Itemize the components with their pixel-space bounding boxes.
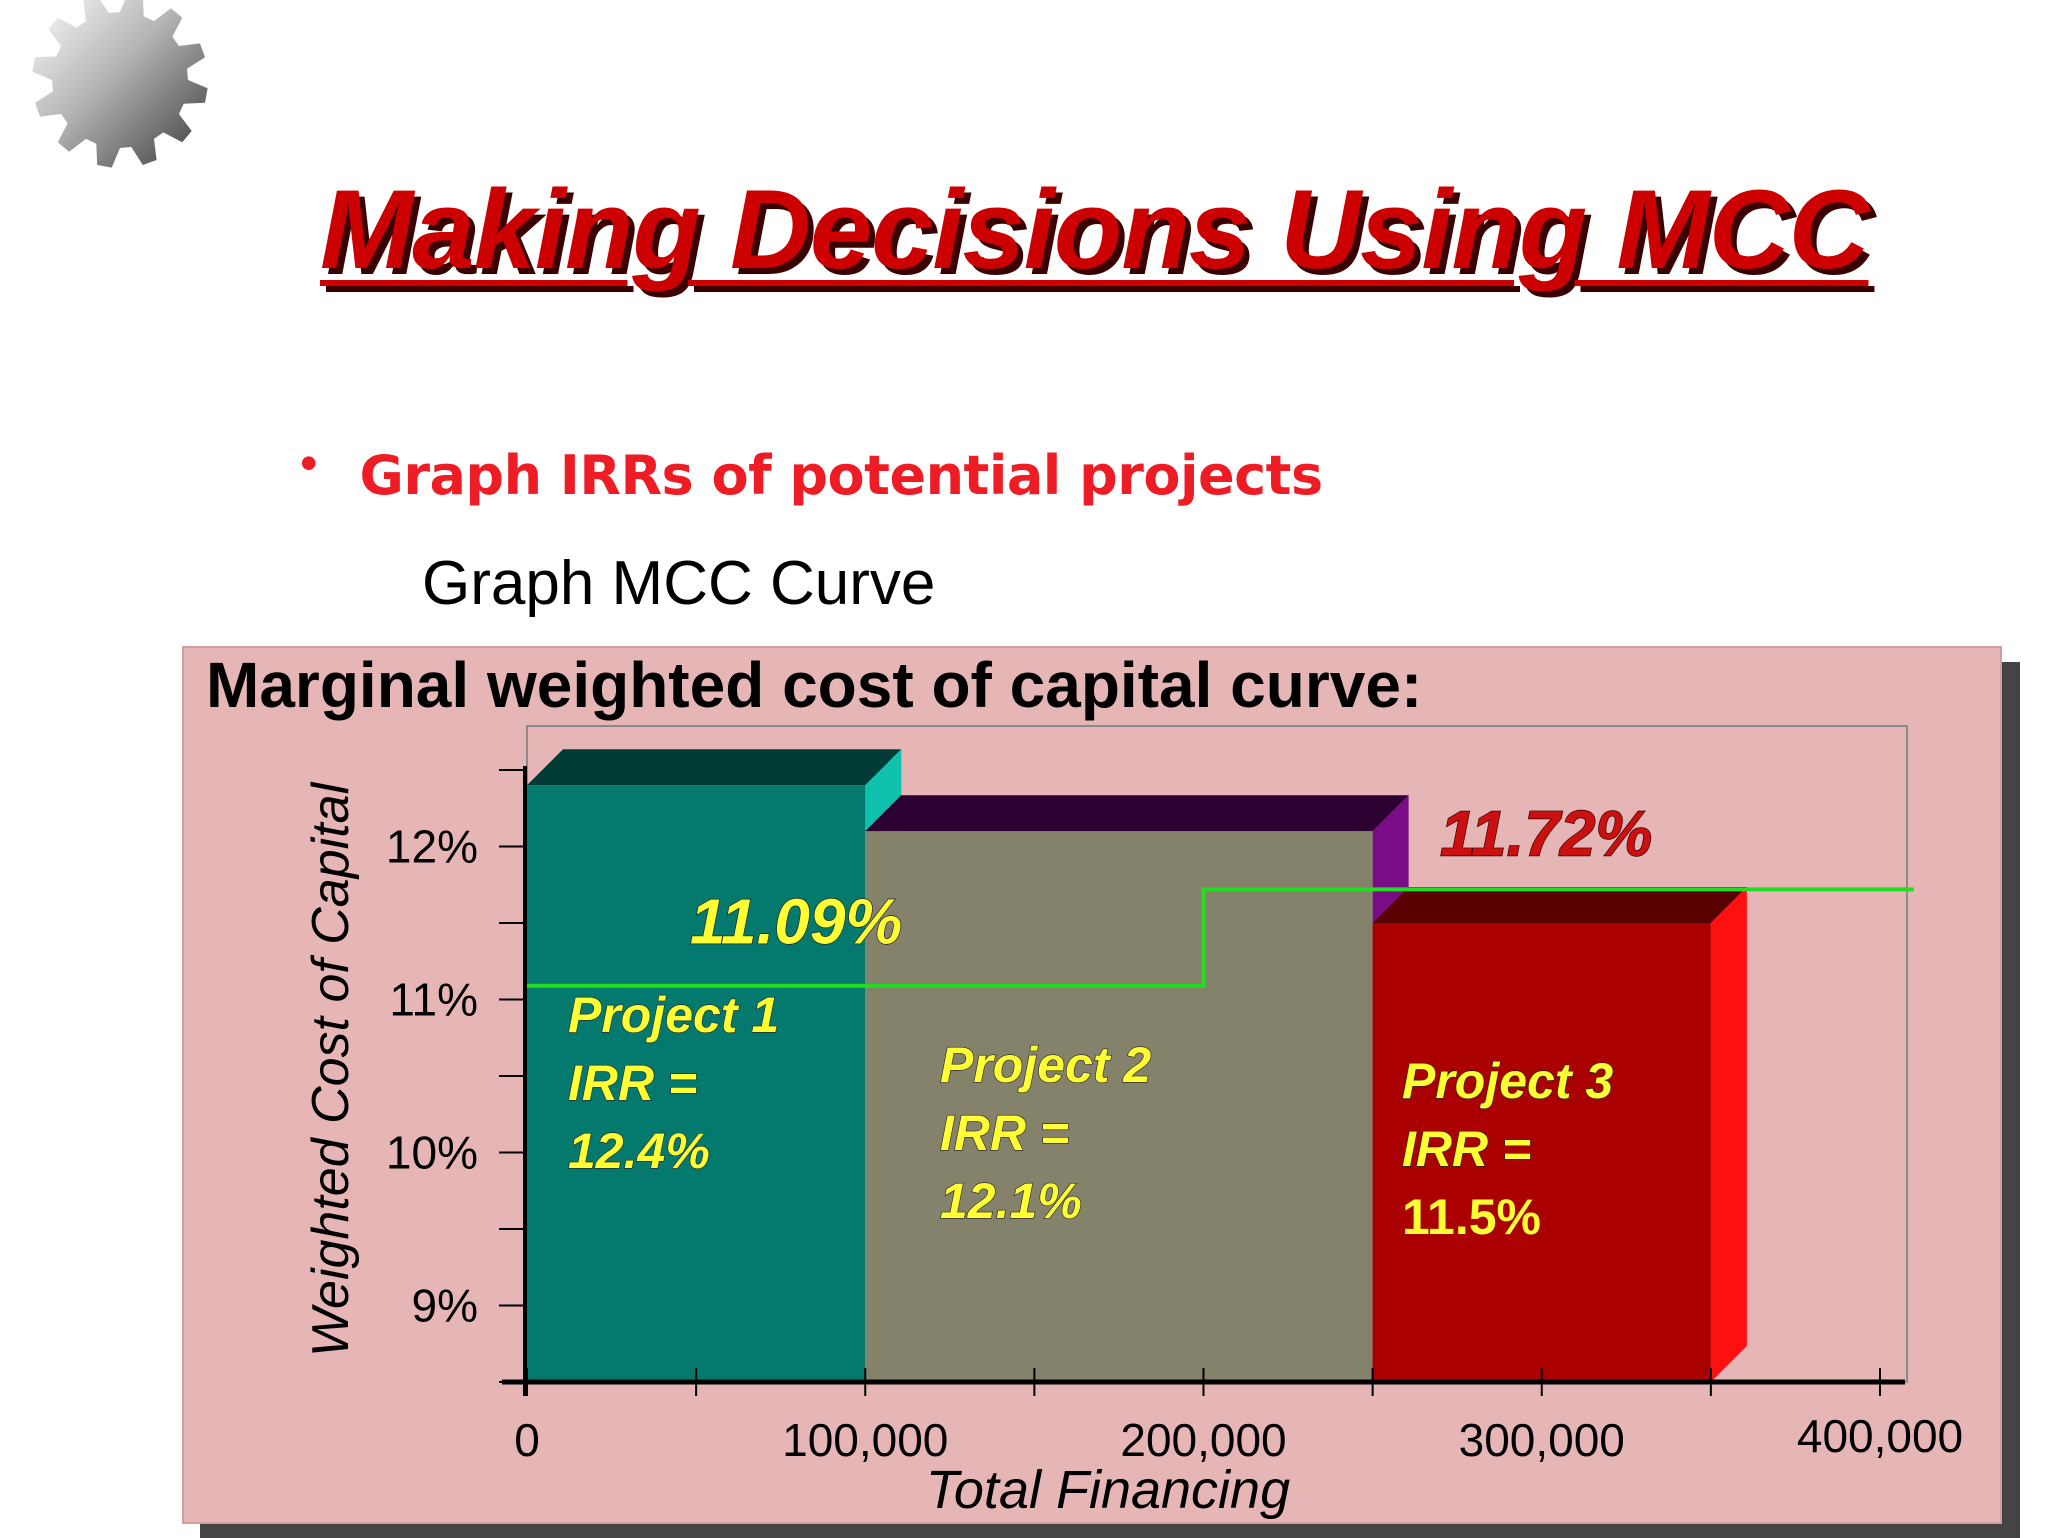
subtext: Graph MCC Curve [422, 549, 936, 618]
y-axis-label: Weighted Cost of Capital [302, 781, 360, 1357]
mcc-label-high: 11.72% [1440, 797, 1652, 869]
mcc-line [527, 887, 1914, 988]
bar-project-3 [1372, 923, 1711, 1382]
project-2-irr-label: IRR = [940, 1105, 1069, 1161]
gear-icon [32, 0, 208, 168]
x-tick-label: 0 [514, 1414, 540, 1466]
project-3-name: Project 3 [1402, 1053, 1613, 1109]
project-1-name: Project 1 [568, 987, 779, 1043]
chart-title: Marginal weighted cost of capital curve: [206, 649, 1423, 721]
bullet-item: • Graph IRRs of potential projects [300, 435, 1324, 510]
x-tick-label: 100,000 [782, 1414, 948, 1466]
project-2-name: Project 2 [940, 1037, 1151, 1093]
bar-top-project-3 [1372, 887, 1747, 923]
bar-project-1 [527, 785, 866, 1382]
project-1-irr-value: 12.4% [568, 1123, 710, 1179]
x-axis-label: Total Financing [926, 1460, 1290, 1520]
project-1-irr-label: IRR = [568, 1055, 697, 1111]
y-tick-label: 10% [386, 1127, 478, 1179]
bar-top-project-1 [527, 749, 902, 786]
x-tick-label: 400,000 [1797, 1410, 1963, 1462]
y-tick-label: 11% [389, 974, 478, 1026]
project-3-irr-value: 11.5% [1402, 1189, 1541, 1245]
bar-project-2 [865, 831, 1373, 1382]
y-tick-label: 9% [412, 1280, 478, 1332]
x-tick-label: 300,000 [1459, 1414, 1625, 1466]
mcc-label-low: 11.09% [690, 886, 902, 958]
bar-top-project-2 [865, 795, 1409, 832]
y-tick-label: 12% [386, 821, 478, 873]
bullet-dot-icon: • [300, 435, 318, 491]
bullet-text: Graph IRRs of potential projects [359, 443, 1324, 507]
project-3-irr-label: IRR = [1402, 1121, 1531, 1177]
project-2-irr-value: 12.1% [940, 1173, 1082, 1229]
slide-title: Making Decisions Using MCC [320, 167, 1869, 292]
bar-side-project-3 [1710, 887, 1747, 1382]
x-tick-label: 200,000 [1120, 1414, 1286, 1466]
